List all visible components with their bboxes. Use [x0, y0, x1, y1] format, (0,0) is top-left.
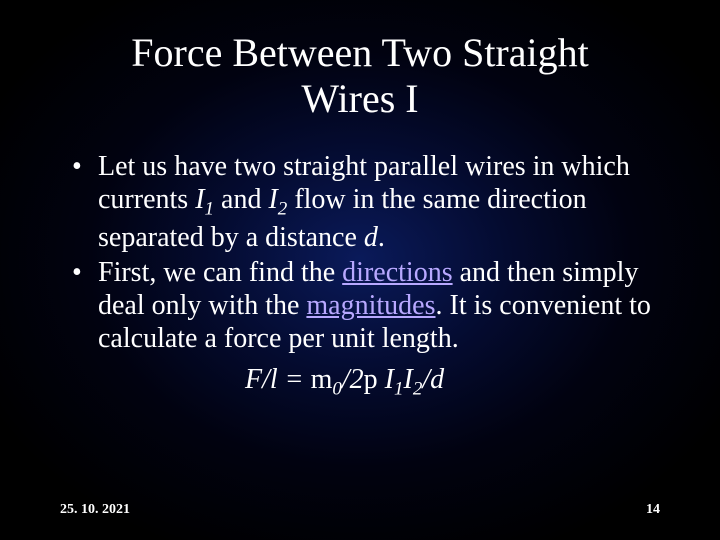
bullet-list: Let us have two straight parallel wires … — [60, 150, 660, 355]
link-text[interactable]: directions — [342, 257, 452, 288]
link-text[interactable]: magnitudes — [306, 290, 435, 321]
bullet-item: Let us have two straight parallel wires … — [84, 150, 660, 254]
footer-date: 25. 10. 2021 — [60, 502, 130, 518]
bullet-item: First, we can find the directions and th… — [84, 256, 660, 355]
slide: Force Between Two Straight Wires I Let u… — [0, 0, 720, 540]
footer-page-number: 14 — [646, 502, 660, 518]
equation: F/l = m0/2p I1I2/d — [60, 363, 660, 401]
slide-title: Force Between Two Straight Wires I — [60, 30, 660, 122]
